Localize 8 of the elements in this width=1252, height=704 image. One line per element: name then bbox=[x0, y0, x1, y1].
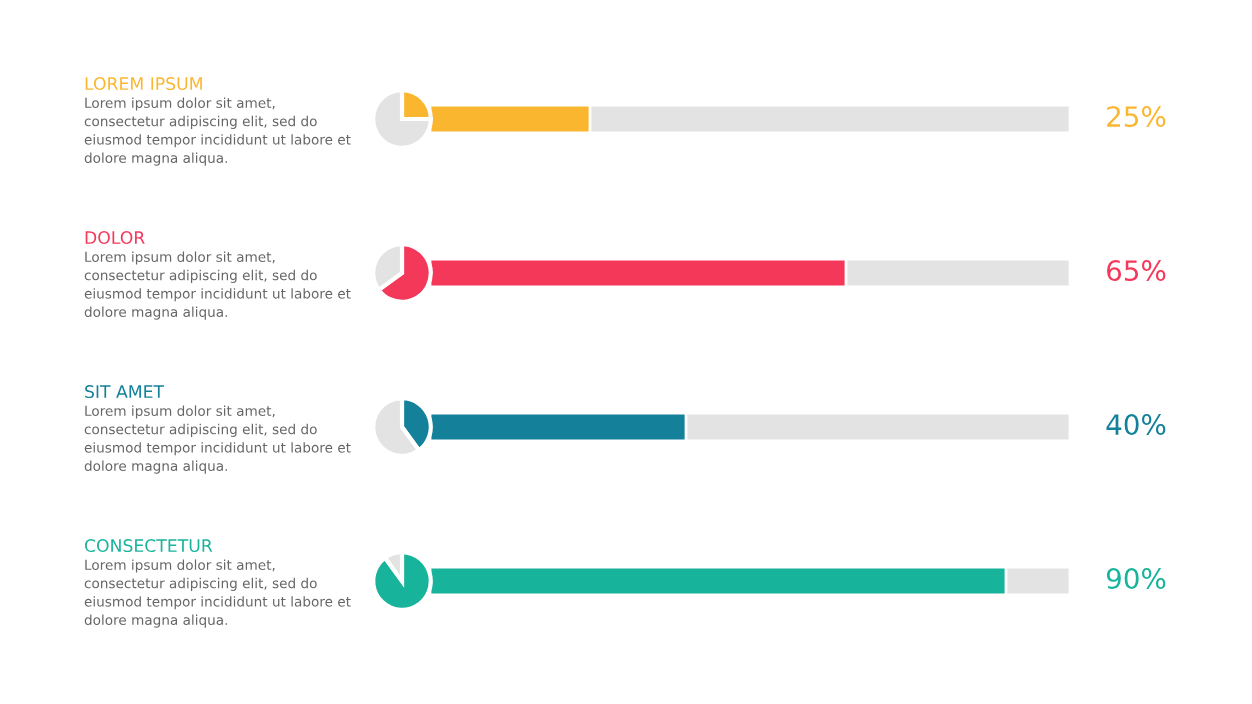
y-tick-label: SIT AMET bbox=[85, 385, 165, 399]
y-tick-label: LOREM IPSUM bbox=[85, 77, 202, 91]
data-label: 90% bbox=[1106, 568, 1166, 590]
data-label: 65% bbox=[1107, 260, 1166, 282]
data-label: 25% bbox=[1107, 106, 1166, 128]
data-label: 40% bbox=[1106, 414, 1166, 436]
y-tick-label: DOLOR bbox=[85, 231, 145, 245]
y-tick-label: CONSECTETUR bbox=[84, 539, 213, 553]
